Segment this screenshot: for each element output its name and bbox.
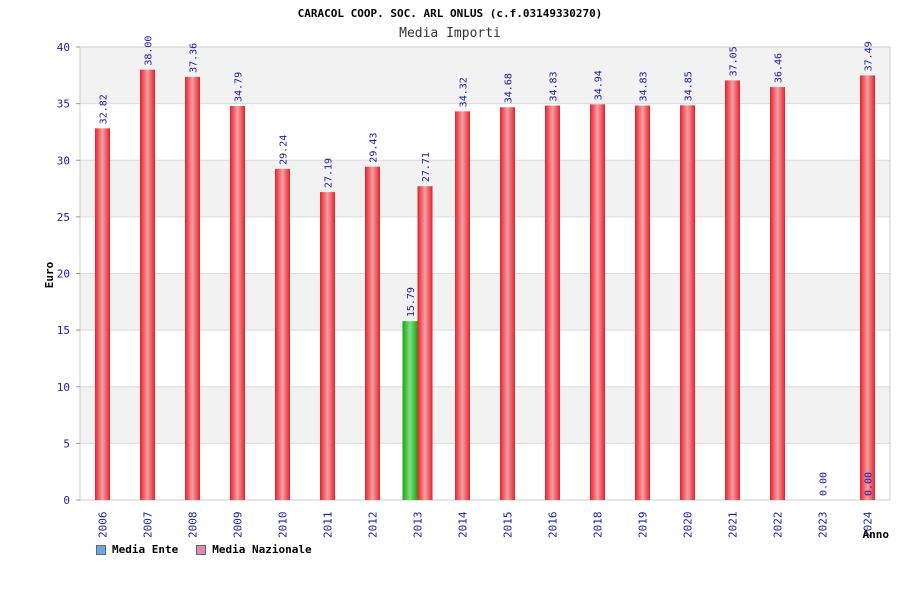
bar-label-media-nazionale: 37.49: [864, 41, 875, 71]
bar-label-media-nazionale: 34.94: [594, 70, 605, 100]
bar-label-media-nazionale: 34.85: [684, 71, 695, 101]
y-tick-label: 30: [57, 154, 70, 167]
bar-media-nazionale: [95, 128, 110, 500]
y-tick-label: 10: [57, 381, 70, 394]
bar-label-media-nazionale: 34.83: [639, 71, 650, 101]
grid-band: [80, 103, 890, 161]
bar-media-nazionale: [275, 168, 290, 500]
y-axis-label: Euro: [43, 261, 56, 288]
bar-media-nazionale: [320, 192, 335, 501]
x-tick-label: 2014: [457, 511, 470, 538]
y-tick-label: 35: [57, 98, 70, 111]
bar-label-media-nazionale: 34.32: [459, 77, 470, 107]
y-tick-label: 15: [57, 324, 70, 337]
bar-label-media-nazionale: 34.68: [504, 73, 515, 103]
bar-media-nazionale: [770, 87, 785, 500]
legend-swatch-media-ente: [96, 544, 106, 555]
bar-label-media-nazionale: 27.19: [324, 158, 335, 188]
bar-labels: 32.82 38.00 37.36 34.79 29.24 27.19 29.43 15.79…: [99, 36, 875, 496]
grid-bands: [80, 47, 890, 500]
x-tick-label: 2008: [187, 512, 200, 539]
x-tick-label: 2006: [97, 512, 110, 539]
grid-band: [80, 443, 890, 500]
bar-label-media-nazionale: 34.79: [234, 72, 245, 102]
legend: Media Ente Media Nazionale: [96, 543, 312, 556]
x-tick-label: 2020: [682, 512, 695, 539]
bar-media-nazionale: [590, 104, 605, 500]
bar-media-nazionale: [635, 105, 650, 501]
x-ticks: 2006 2007 2008 2009 2010 2011 2012 2013 2014 2015…: [97, 511, 875, 538]
x-tick-label: 2015: [502, 512, 515, 539]
bar-label-media-nazionale: 29.43: [369, 133, 380, 163]
x-tick-label: 2012: [367, 512, 380, 539]
bar-label-media-nazionale: 37.36: [189, 43, 200, 73]
y-tick-label: 25: [57, 211, 70, 224]
bar-media-nazionale: [545, 105, 560, 501]
y-ticks: 0 5 10 15 20 25 30 35 40: [57, 41, 80, 507]
bar-media-nazionale: [725, 80, 740, 500]
y-tick-label: 20: [57, 268, 70, 281]
bar-label-media-nazionale: 0.00: [864, 472, 875, 496]
chart-title: CARACOL COOP. SOC. ARL ONLUS (c.f.031493…: [298, 7, 603, 20]
chart-subtitle: Media Importi: [399, 26, 501, 41]
bar-label-media-nazionale: 27.71: [421, 152, 432, 182]
bar-label-media-ente: 15.79: [406, 287, 417, 317]
legend-item-media-nazionale: Media Nazionale: [196, 543, 312, 556]
grid-band: [80, 47, 890, 104]
bars: [95, 69, 875, 501]
x-tick-label: 2010: [277, 512, 290, 539]
grid-band: [80, 386, 890, 444]
bar-label-media-nazionale: 29.24: [279, 135, 290, 165]
bar-label-media-nazionale: 34.83: [549, 71, 560, 101]
bar-label-media-nazionale: 32.82: [99, 94, 110, 124]
x-tick-label: 2019: [637, 512, 650, 539]
legend-label-media-nazionale: Media Nazionale: [212, 543, 312, 556]
x-tick-label: 2024: [862, 511, 875, 538]
legend-label-media-ente: Media Ente: [112, 543, 179, 556]
x-tick-label: 2023: [817, 512, 830, 539]
x-tick-label: 2022: [772, 512, 785, 539]
bar-label-media-nazionale: 38.00: [144, 36, 155, 66]
x-tick-label: 2021: [727, 512, 740, 539]
bar-media-nazionale: [500, 107, 515, 501]
bar-label-media-nazionale: 36.46: [774, 53, 785, 83]
bar-media-nazionale: [680, 105, 695, 500]
x-tick-label: 2007: [142, 512, 155, 539]
grid-band: [80, 330, 890, 387]
grid-band: [80, 273, 890, 331]
grid-band: [80, 160, 890, 217]
y-tick-label: 0: [63, 494, 70, 507]
x-axis-label: Anno: [863, 528, 890, 541]
x-tick-label: 2011: [322, 512, 335, 539]
x-tick-label: 2016: [547, 512, 560, 539]
grid-band: [80, 216, 890, 274]
bar-label-media-nazionale: 0.00: [819, 472, 830, 496]
bar-label-media-nazionale: 37.05: [729, 46, 740, 76]
y-tick-label: 40: [57, 41, 70, 54]
x-tick-label: 2009: [232, 512, 245, 539]
x-tick-label: 2013: [412, 512, 425, 539]
bar-media-nazionale: [455, 111, 470, 501]
y-tick-label: 5: [63, 437, 70, 450]
bar-media-nazionale: [185, 76, 200, 500]
x-tick-label: 2018: [592, 512, 605, 539]
bar-media-nazionale: [860, 75, 875, 500]
bar-media-nazionale: [140, 69, 155, 501]
grid-lines: [79, 46, 891, 501]
bar-media-ente: [402, 321, 418, 500]
legend-item-media-ente: Media Ente: [96, 543, 178, 556]
bar-media-nazionale: [230, 106, 245, 501]
bar-media-nazionale: [365, 166, 380, 500]
legend-swatch-media-nazionale: [196, 544, 207, 555]
bar-media-nazionale: [417, 186, 433, 500]
